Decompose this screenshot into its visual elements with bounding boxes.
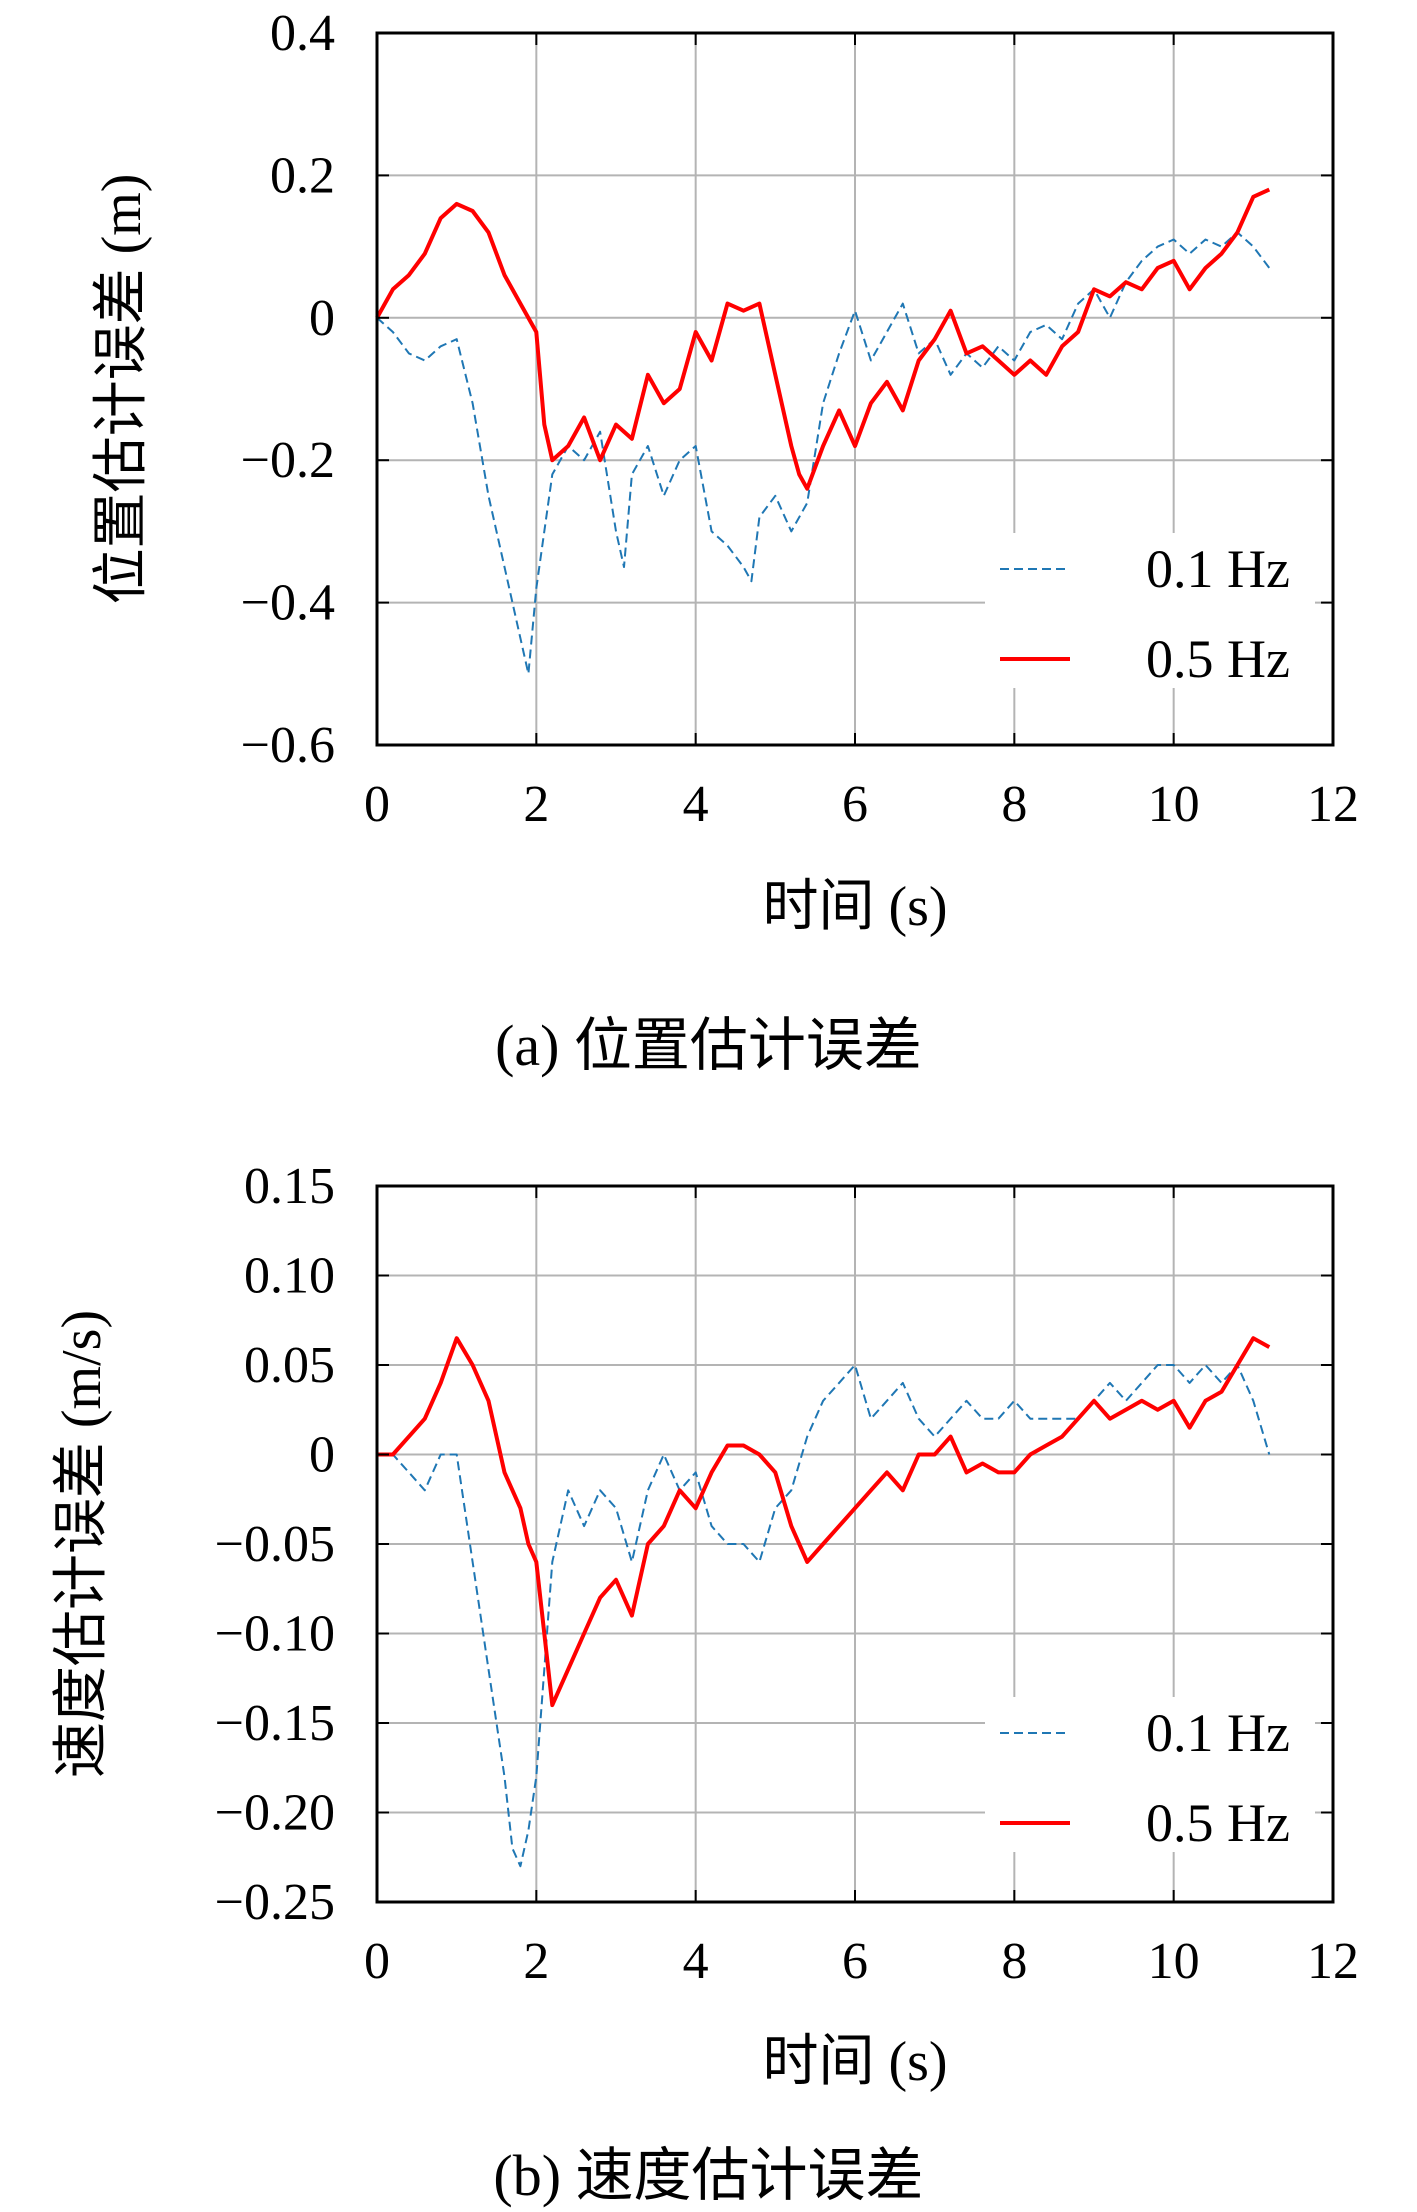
legend-label-2: 0.5 Hz: [1146, 629, 1290, 689]
y-axis-label: 位置估计误差 (m): [91, 174, 153, 605]
series-line-2: [375, 187, 1271, 491]
x-tick-label: 0: [364, 1933, 390, 1990]
x-tick-label: 2: [523, 1933, 549, 1990]
x-tick-label: 6: [842, 1933, 868, 1990]
y-tick-label: 0: [309, 290, 335, 347]
chart-panel-a: 0 2 4 6 8 10 12 −0.6 −0.4 −0.2 0 0.2 0.4 时间 (s) 位置估计误差…: [91, 5, 1359, 938]
caption-b: (b) 速度估计误差: [493, 2143, 924, 2208]
x-axis-label: 时间 (s): [762, 2031, 947, 2093]
x-tick-label: 8: [1001, 776, 1027, 833]
y-tick-label: −0.25: [215, 1874, 335, 1931]
y-tick-label: 0.2: [270, 147, 335, 204]
caption-a: (a) 位置估计误差: [495, 1013, 922, 1078]
x-tick-label: 8: [1001, 1933, 1027, 1990]
y-tick-label: −0.10: [215, 1606, 335, 1663]
y-tick-label: −0.05: [215, 1516, 335, 1573]
y-tick-label: 0.15: [244, 1158, 335, 1215]
x-tick-label: 12: [1307, 776, 1359, 833]
y-tick-label: −0.20: [215, 1785, 335, 1842]
legend-box: [985, 533, 1315, 688]
series-line-2: [377, 1336, 1271, 1708]
x-tick-label: 12: [1307, 1933, 1359, 1990]
legend-box: [985, 1697, 1315, 1852]
x-tick-label: 10: [1148, 776, 1200, 833]
y-tick-label: −0.2: [241, 432, 335, 489]
y-tick-label: 0.4: [270, 5, 335, 62]
y-tick-label: −0.4: [241, 575, 335, 632]
y-tick-label: −0.15: [215, 1695, 335, 1752]
x-tick-label: 10: [1148, 1933, 1200, 1990]
x-tick-label: 4: [683, 776, 709, 833]
series-line-1: [376, 231, 1271, 675]
x-tick-label: 6: [842, 776, 868, 833]
x-tick-label: 2: [523, 776, 549, 833]
y-tick-label: 0: [309, 1427, 335, 1484]
y-tick-label: −0.6: [241, 717, 335, 774]
y-tick-label: 0.05: [244, 1337, 335, 1394]
legend-label-1: 0.1 Hz: [1146, 539, 1290, 599]
y-axis-label: 速度估计误差 (m/s): [51, 1310, 113, 1778]
x-tick-label: 0: [364, 776, 390, 833]
series-line-1: [377, 1364, 1271, 1868]
x-axis-label: 时间 (s): [762, 876, 947, 938]
legend-label-2: 0.5 Hz: [1146, 1793, 1290, 1853]
y-tick-label: 0.10: [244, 1248, 335, 1305]
chart-panel-b: 0 2 4 6 8 10 12 −0.25 −0.20 −0.15 −0.10 −0.05 0 0.05 0…: [51, 1158, 1359, 2093]
x-tick-label: 4: [683, 1933, 709, 1990]
legend-label-1: 0.1 Hz: [1146, 1703, 1290, 1763]
